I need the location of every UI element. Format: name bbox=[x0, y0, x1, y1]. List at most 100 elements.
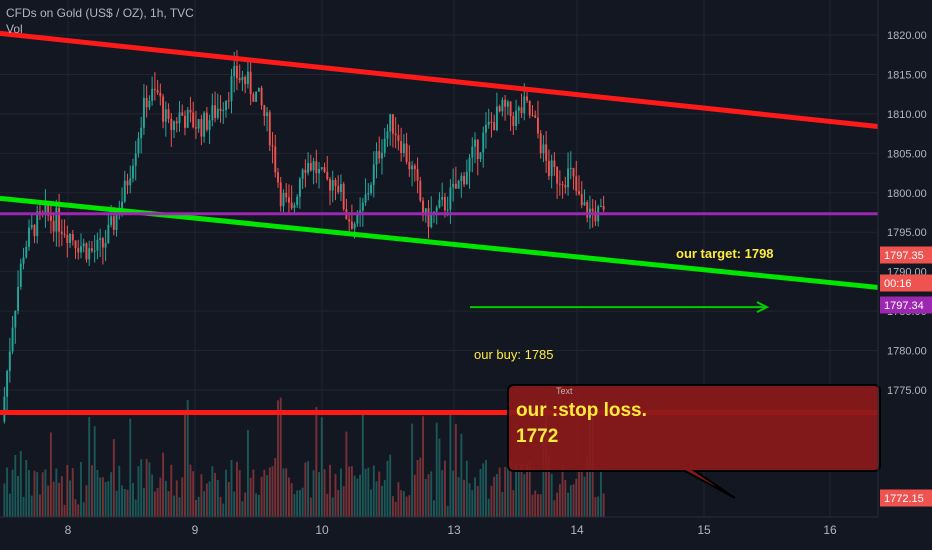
countdown-badge-bg bbox=[880, 274, 932, 292]
candle-body bbox=[167, 109, 170, 119]
candle-body bbox=[561, 184, 564, 186]
candle-body bbox=[413, 165, 416, 170]
candle-body bbox=[586, 202, 589, 218]
volume-bar bbox=[88, 417, 91, 517]
price-tick-label: 1815.00 bbox=[887, 69, 927, 81]
volume-bar bbox=[255, 493, 258, 517]
volume-bar bbox=[378, 471, 381, 517]
candle-body bbox=[482, 132, 485, 153]
volume-bar bbox=[266, 475, 269, 517]
volume-bar bbox=[504, 467, 507, 517]
volume-bar bbox=[194, 499, 197, 517]
time-tick-label: 10 bbox=[315, 523, 329, 537]
volume-bar bbox=[430, 471, 433, 517]
candle-body bbox=[435, 207, 438, 212]
volume-bar bbox=[263, 469, 266, 517]
stop-loss-line2: 1772 bbox=[516, 426, 559, 447]
candle-body bbox=[498, 106, 501, 112]
volume-bar bbox=[394, 501, 397, 517]
candle-body bbox=[134, 153, 137, 166]
candle-body bbox=[323, 167, 326, 172]
candle-body bbox=[222, 109, 225, 111]
candle-body bbox=[241, 76, 244, 81]
candle-body bbox=[506, 101, 509, 107]
volume-bar bbox=[597, 496, 600, 517]
volume-bar bbox=[134, 499, 137, 517]
candle-body bbox=[214, 105, 217, 118]
candle-body bbox=[534, 115, 537, 118]
stop-price-badge: 1772.15 bbox=[884, 493, 924, 505]
candle-body bbox=[309, 163, 312, 171]
volume-bar bbox=[268, 467, 271, 517]
volume-bar bbox=[173, 495, 175, 517]
candle-body bbox=[58, 207, 61, 232]
volume-bar bbox=[520, 463, 523, 517]
candle-body bbox=[353, 223, 356, 229]
volume-bar bbox=[413, 474, 416, 517]
candle-body bbox=[542, 144, 545, 154]
candle-body bbox=[126, 180, 129, 186]
volume-bar bbox=[184, 410, 186, 517]
volume-bar bbox=[359, 474, 362, 517]
volume-bar bbox=[301, 487, 304, 517]
price-tick-label: 1810.00 bbox=[887, 109, 927, 121]
candle-body bbox=[189, 109, 192, 113]
volume-bar bbox=[446, 505, 449, 517]
stop-loss-callout[interactable] bbox=[507, 384, 881, 499]
candle-body bbox=[487, 121, 490, 125]
volume-bar bbox=[298, 489, 301, 517]
candle-body bbox=[63, 233, 66, 235]
time-tick-label: 8 bbox=[65, 523, 72, 537]
volume-bar bbox=[80, 461, 82, 517]
volume-bar bbox=[307, 461, 310, 517]
volume-bar bbox=[329, 464, 331, 517]
time-tick-label: 9 bbox=[192, 523, 199, 537]
volume-bar bbox=[230, 459, 233, 517]
candle-body bbox=[293, 204, 296, 209]
candle-body bbox=[602, 206, 605, 210]
volume-bar bbox=[63, 504, 66, 517]
volume-bar bbox=[304, 462, 307, 517]
volume-bar bbox=[602, 493, 605, 517]
upper-trendline[interactable] bbox=[0, 30, 879, 129]
time-tick-label: 14 bbox=[570, 523, 584, 537]
candle-body bbox=[123, 180, 126, 202]
volume-bar bbox=[424, 478, 427, 517]
volume-bar bbox=[170, 464, 173, 517]
volume-bar bbox=[178, 497, 181, 517]
volume-bar bbox=[509, 458, 512, 517]
candle-body bbox=[60, 231, 63, 234]
candle-body bbox=[266, 112, 269, 117]
volume-bar bbox=[405, 496, 408, 517]
candle-body bbox=[249, 71, 252, 95]
volume-bar bbox=[501, 491, 504, 517]
candle-body bbox=[287, 197, 290, 203]
candle-body bbox=[372, 164, 375, 185]
volume-bar bbox=[219, 496, 222, 517]
volume-bar bbox=[296, 490, 299, 517]
volume-bar bbox=[553, 500, 556, 517]
volume-bar bbox=[38, 494, 41, 517]
volume-bar bbox=[331, 497, 334, 517]
volume-bar bbox=[189, 464, 192, 517]
volume-bar bbox=[411, 423, 414, 517]
candle-body bbox=[471, 146, 474, 158]
candle-body bbox=[381, 152, 383, 159]
candle-body bbox=[282, 192, 285, 207]
candle-body bbox=[225, 100, 227, 110]
candle-body bbox=[402, 143, 405, 154]
volume-bar bbox=[227, 481, 230, 517]
candle-body bbox=[8, 351, 11, 372]
candle-body bbox=[452, 183, 455, 188]
volume-indicator-label[interactable]: Vol bbox=[6, 22, 23, 36]
candle-body bbox=[490, 121, 493, 123]
volume-bar bbox=[465, 460, 468, 517]
volume-bar bbox=[225, 469, 227, 517]
volume-bar bbox=[528, 462, 531, 517]
volume-bar bbox=[93, 426, 96, 517]
volume-bar bbox=[41, 472, 44, 517]
candle-body bbox=[315, 161, 318, 174]
stop-loss-callout-text: our :stop loss. 1772 bbox=[516, 398, 647, 450]
candle-body bbox=[386, 131, 389, 139]
